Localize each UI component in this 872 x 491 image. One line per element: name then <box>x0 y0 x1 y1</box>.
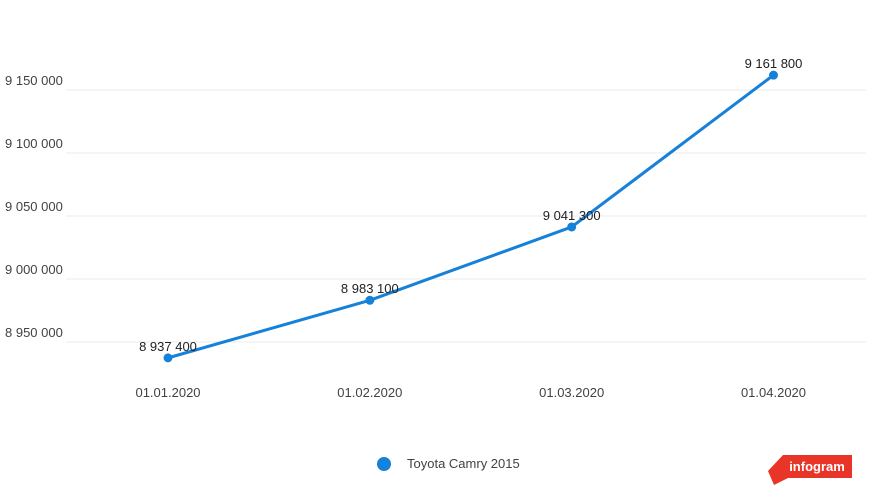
y-tick-label: 9 100 000 <box>5 136 63 151</box>
infogram-logo[interactable]: infogram <box>768 455 852 485</box>
y-tick-label: 9 150 000 <box>5 73 63 88</box>
data-point[interactable] <box>163 353 173 363</box>
y-tick-label: 8 950 000 <box>5 325 63 340</box>
infogram-logo-label: infogram <box>789 459 845 474</box>
point-value-label: 9 041 300 <box>542 207 601 223</box>
y-tick-label: 9 050 000 <box>5 199 63 214</box>
point-value-label: 8 937 400 <box>139 338 197 354</box>
legend-marker-icon <box>377 456 391 471</box>
x-tick-label: 01.03.2020 <box>539 385 605 400</box>
plot-svg <box>66 70 866 363</box>
data-point[interactable] <box>365 295 375 305</box>
legend-item-toyota-camry-2015[interactable]: Toyota Camry 2015 <box>377 455 520 472</box>
point-value-label: 8 983 100 <box>340 281 399 297</box>
legend-label: Toyota Camry 2015 <box>407 456 520 471</box>
series-line <box>166 73 775 360</box>
x-tick-label: 01.02.2020 <box>337 385 403 400</box>
x-tick-label: 01.04.2020 <box>740 385 807 400</box>
x-tick-label: 01.01.2020 <box>135 385 201 400</box>
data-point[interactable] <box>567 222 577 232</box>
infogram-flag-icon <box>768 455 852 485</box>
point-value-label: 9 161 800 <box>744 56 803 72</box>
data-point[interactable] <box>768 70 778 80</box>
y-tick-label: 9 000 000 <box>5 262 63 277</box>
